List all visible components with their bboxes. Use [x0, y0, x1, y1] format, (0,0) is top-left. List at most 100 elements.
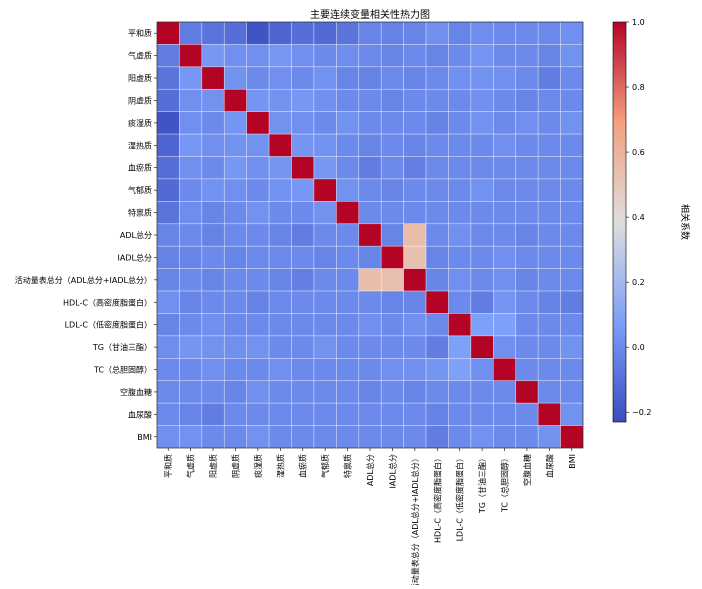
heatmap-cell: [201, 133, 225, 157]
heatmap-cell: [425, 201, 449, 225]
heatmap-cell: [223, 133, 247, 157]
x-tick-label: IADL总分: [387, 454, 397, 488]
heatmap-cell: [246, 402, 270, 426]
heatmap-cell: [470, 402, 494, 426]
heatmap-cell: [425, 223, 449, 247]
heatmap-cell: [246, 335, 270, 359]
x-tick-label: ADL总分: [365, 454, 375, 486]
heatmap-cell: [179, 44, 203, 68]
heatmap-cell: [179, 335, 203, 359]
heatmap-cell: [560, 245, 584, 269]
heatmap-cell: [246, 313, 270, 337]
heatmap-cell: [358, 201, 382, 225]
y-tick-label: 气郁质: [128, 185, 152, 195]
heatmap-cell: [493, 290, 517, 314]
heatmap-cell: [515, 290, 539, 314]
heatmap-cell: [493, 245, 517, 269]
heatmap-cell: [358, 313, 382, 337]
heatmap-cell: [403, 66, 427, 90]
heatmap-cell: [313, 313, 337, 337]
heatmap-cell: [268, 156, 292, 180]
heatmap-cell: [537, 111, 561, 135]
y-tick-label: 空腹血糖: [120, 387, 152, 397]
heatmap-cell: [425, 178, 449, 202]
heatmap-cell: [403, 402, 427, 426]
heatmap-cell: [223, 201, 247, 225]
heatmap-cell: [380, 66, 404, 90]
heatmap-cell: [291, 223, 315, 247]
y-tick-label: 湿热质: [128, 140, 152, 150]
heatmap-cell: [537, 245, 561, 269]
heatmap-cell: [291, 335, 315, 359]
heatmap-cell: [560, 66, 584, 90]
heatmap-cell: [380, 268, 404, 292]
heatmap-cell: [179, 268, 203, 292]
heatmap-cell: [358, 66, 382, 90]
heatmap-cell: [268, 21, 292, 45]
heatmap-cell: [560, 133, 584, 157]
heatmap-cell: [380, 21, 404, 45]
heatmap-cell: [425, 402, 449, 426]
heatmap-cell: [156, 111, 180, 135]
heatmap-cell: [448, 402, 472, 426]
heatmap-cell: [470, 335, 494, 359]
heatmap-cell: [156, 223, 180, 247]
x-tick-label: TC（总胆固醇）: [500, 454, 510, 513]
heatmap-cell: [515, 111, 539, 135]
heatmap-cell: [156, 178, 180, 202]
heatmap-cell: [380, 178, 404, 202]
heatmap-cell: [493, 111, 517, 135]
heatmap-cell: [470, 44, 494, 68]
heatmap-cell: [537, 268, 561, 292]
heatmap-cell: [403, 313, 427, 337]
heatmap-cell: [336, 290, 360, 314]
heatmap-cell: [201, 156, 225, 180]
colorbar-tick-label: 1.0: [632, 18, 645, 27]
heatmap-cell: [380, 133, 404, 157]
heatmap-cell: [336, 88, 360, 112]
x-tick-label: HDL-C（高密度脂蛋白）: [432, 454, 442, 543]
heatmap-cell: [156, 402, 180, 426]
heatmap-cell: [336, 156, 360, 180]
heatmap-cell: [425, 111, 449, 135]
heatmap-cell: [560, 335, 584, 359]
heatmap-cell: [425, 425, 449, 449]
heatmap-cell: [560, 402, 584, 426]
heatmap-cell: [537, 223, 561, 247]
heatmap-cell: [291, 133, 315, 157]
heatmap-cell: [336, 201, 360, 225]
colorbar-label: 相关系数: [679, 204, 691, 240]
heatmap-cell: [493, 44, 517, 68]
heatmap-cell: [201, 66, 225, 90]
heatmap-cell: [537, 380, 561, 404]
heatmap-cell: [179, 223, 203, 247]
heatmap-cell: [358, 380, 382, 404]
heatmap-cell: [291, 111, 315, 135]
heatmap-cell: [358, 290, 382, 314]
heatmap-cell: [223, 156, 247, 180]
heatmap-cell: [380, 88, 404, 112]
heatmap-cell: [470, 223, 494, 247]
heatmap-cell: [470, 245, 494, 269]
heatmap-cell: [336, 245, 360, 269]
heatmap-cell: [201, 245, 225, 269]
heatmap-cell: [493, 178, 517, 202]
heatmap-cell: [313, 111, 337, 135]
heatmap-cells: [156, 21, 584, 449]
heatmap-cell: [336, 111, 360, 135]
heatmap-cell: [201, 268, 225, 292]
heatmap-cell: [448, 44, 472, 68]
heatmap-cell: [246, 425, 270, 449]
colorbar-tick-label: 0.6: [632, 148, 645, 157]
heatmap-cell: [493, 21, 517, 45]
y-tick-label: LDL-C（低密度脂蛋白）: [65, 320, 152, 330]
heatmap-cell: [448, 111, 472, 135]
heatmap-cell: [403, 201, 427, 225]
heatmap-cell: [336, 44, 360, 68]
heatmap-cell: [246, 223, 270, 247]
heatmap-cell: [560, 111, 584, 135]
y-tick-label: BMI: [137, 433, 152, 442]
y-tick-label: 平和质: [128, 28, 152, 38]
heatmap-cell: [156, 66, 180, 90]
